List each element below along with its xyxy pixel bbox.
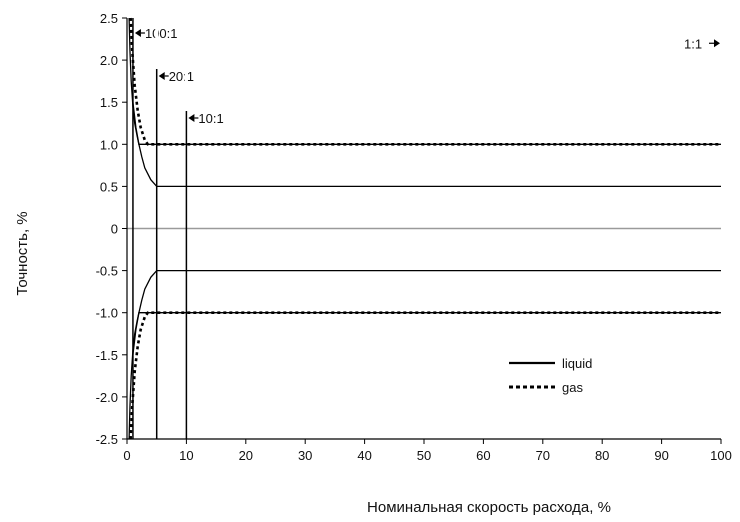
x-axis-title: Номинальная скорость расхода, % [367,499,611,516]
y-tick-label: -2.0 [96,390,118,405]
y-tick-label: 0 [111,222,118,237]
y-tick-label: 0.5 [100,179,118,194]
x-tick-label: 40 [357,448,371,463]
series-gas-line [129,311,721,440]
marker-arrow [134,29,141,37]
marker-label: 10:1 [198,111,223,126]
y-tick-label: -1.0 [96,306,118,321]
plot-area: 2.5 2.0 1.5 1.0 0.5 0 -0.5 -1.0 -1.5 -2.0 -2.5 0 10 2… [14,11,732,516]
annotation-label: 1:1 [684,36,702,51]
x-tick-label: 50 [417,448,431,463]
y-tick-label: 2.0 [100,53,118,68]
x-tick-label: 70 [536,448,550,463]
x-tick-label: 0 [123,448,130,463]
legend-label-liquid: liquid [562,356,592,371]
x-tick-label: 30 [298,448,312,463]
marker-arrow [158,72,165,80]
x-tick-label: 80 [595,448,609,463]
y-tick-label: 1.0 [100,137,118,152]
y-tick-label: 2.5 [100,11,118,26]
series-liquid-line [128,312,721,440]
legend-label-gas: gas [562,380,583,395]
series-liquid-line [132,269,721,355]
y-tick-label: -0.5 [96,264,118,279]
marker-label: 100:1 [145,26,178,41]
x-tick-label: 10 [179,448,193,463]
x-tick-label: 90 [654,448,668,463]
x-tick-label: 100 [710,448,732,463]
y-tick-label: -2.5 [96,432,118,447]
marker-label: 20:1 [169,69,194,84]
series-liquid-line [132,102,721,188]
x-tick-label: 20 [239,448,253,463]
annotation-arrow [714,39,720,48]
y-tick-label: 1.5 [100,95,118,110]
x-tick-label: 60 [476,448,490,463]
series-gas-line [129,17,721,146]
y-axis-title: Точность, % [14,211,31,295]
y-tick-label: -1.5 [96,348,118,363]
marker-arrow [188,114,195,122]
